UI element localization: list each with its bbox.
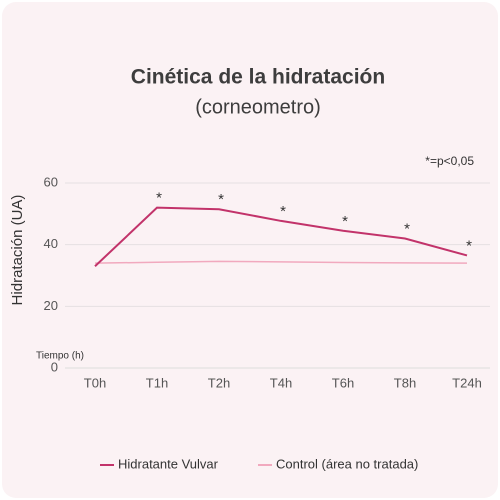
note: *=p<0,05 [425, 154, 474, 168]
y-axis-label: Hidratación (UA) [9, 195, 26, 306]
y-tick-label: 40 [44, 236, 58, 251]
series-line [94, 260, 468, 264]
x-tick-label: T8h [394, 375, 416, 390]
y-tick-label: 0 [51, 359, 58, 374]
significance-label: * [342, 213, 348, 230]
x-tick-label: T2h [208, 375, 230, 390]
y-tick-label: 20 [44, 298, 58, 313]
x-axis-label: Tiempo (h) [36, 351, 84, 362]
legend-label: Hidratante Vulvar [118, 456, 219, 471]
x-tick-label: T1h [146, 375, 168, 390]
significance-label: * [156, 190, 162, 207]
significance-label: * [280, 203, 286, 220]
significance-label: * [404, 220, 410, 237]
x-tick-label: T4h [270, 375, 292, 390]
significance-label: * [218, 191, 224, 208]
x-tick-label: T0h [84, 375, 106, 390]
x-tick-label: T24h [452, 375, 482, 390]
significance-label: * [466, 237, 472, 254]
chart-title: Cinética de la hidratación [131, 66, 385, 89]
y-tick-label: 60 [44, 174, 58, 189]
chart-subtitle: (corneometro) [195, 96, 321, 118]
series-line [94, 206, 468, 267]
x-tick-label: T6h [332, 375, 354, 390]
legend-label: Control (área no tratada) [276, 456, 418, 471]
